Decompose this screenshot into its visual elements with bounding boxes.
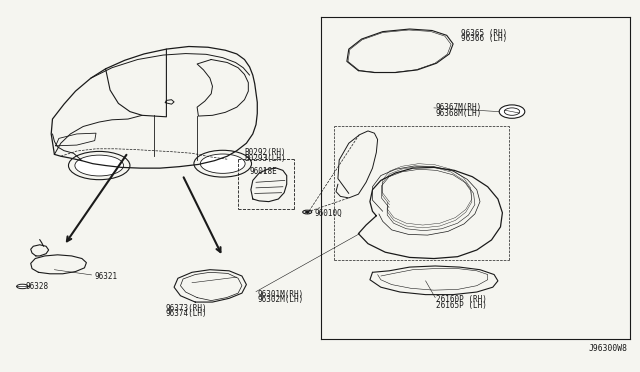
Text: 96010Q: 96010Q (315, 209, 342, 218)
Ellipse shape (200, 154, 245, 173)
Ellipse shape (504, 108, 520, 115)
Ellipse shape (17, 284, 28, 289)
Text: J96300W8: J96300W8 (589, 344, 628, 353)
Text: 96368M(LH): 96368M(LH) (435, 109, 481, 118)
Text: 96328: 96328 (26, 282, 49, 291)
Text: 26165P (LH): 26165P (LH) (436, 301, 487, 310)
Ellipse shape (303, 210, 312, 214)
Text: 96018E: 96018E (250, 167, 277, 176)
Text: 96321: 96321 (95, 272, 118, 281)
Text: 96374(LH): 96374(LH) (165, 309, 207, 318)
Text: B0292(RH): B0292(RH) (244, 148, 286, 157)
Text: 96302M(LH): 96302M(LH) (257, 295, 303, 304)
Ellipse shape (499, 105, 525, 118)
Text: 26160P (RH): 26160P (RH) (436, 295, 487, 304)
Text: 96367M(RH): 96367M(RH) (435, 103, 481, 112)
Text: 96366 (LH): 96366 (LH) (461, 34, 507, 43)
Text: 96365 (RH): 96365 (RH) (461, 29, 507, 38)
Text: 96301M(RH): 96301M(RH) (257, 290, 303, 299)
Text: 96373(RH): 96373(RH) (165, 304, 207, 313)
Text: B0293(LH): B0293(LH) (244, 154, 286, 163)
Ellipse shape (305, 211, 310, 213)
Ellipse shape (75, 155, 124, 176)
